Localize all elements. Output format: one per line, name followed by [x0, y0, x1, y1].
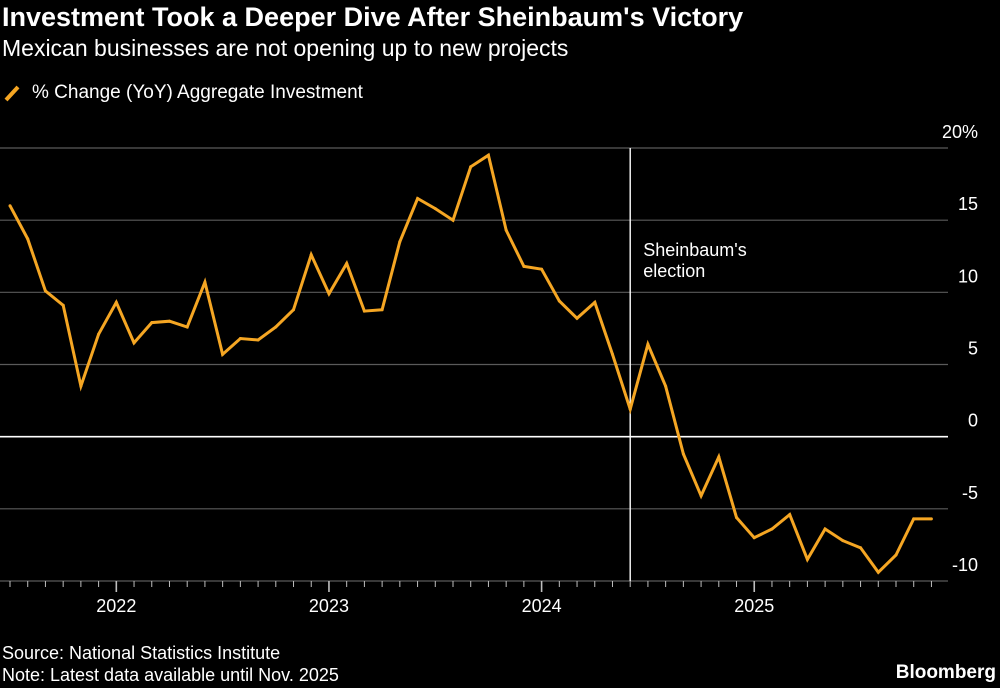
x-tick-label: 2022 [96, 596, 136, 616]
grid-lines [0, 147, 948, 582]
data-point [26, 237, 30, 241]
data-point [540, 267, 544, 271]
data-point [788, 513, 792, 517]
data-point [593, 300, 597, 304]
data-point [114, 300, 118, 304]
data-point [185, 325, 189, 329]
y-tick-label: 0 [968, 411, 978, 431]
election-annotation: election [643, 261, 705, 281]
data-point [522, 264, 526, 268]
data-point [681, 452, 685, 456]
investment-series-line [8, 152, 932, 575]
data-point [292, 308, 295, 312]
data-point [327, 292, 331, 296]
data-point [380, 308, 384, 312]
x-tick-label: 2024 [522, 596, 562, 616]
legend-label: % Change (YoY) Aggregate Investment [32, 82, 363, 103]
data-point [894, 553, 898, 557]
y-tick-label: 10 [958, 266, 978, 286]
data-point [929, 517, 933, 521]
data-note: Note: Latest data available until Nov. 2… [2, 665, 339, 685]
data-point [238, 337, 242, 340]
data-point [486, 153, 490, 157]
y-tick-label: -5 [962, 483, 978, 503]
data-point [451, 218, 455, 222]
data-point [699, 494, 703, 498]
legend: % Change (YoY) Aggregate Investment [4, 82, 363, 104]
y-tick-label: -10 [952, 555, 978, 575]
data-point [805, 557, 809, 561]
data-point [876, 570, 880, 574]
data-point [628, 407, 632, 411]
data-point [433, 207, 437, 211]
data-point [823, 527, 827, 531]
data-point [345, 262, 349, 265]
election-annotation: Sheinbaum's [643, 240, 747, 260]
data-point [203, 280, 207, 284]
data-point [150, 321, 154, 325]
data-point [646, 342, 650, 346]
series [8, 152, 933, 575]
data-point [43, 289, 47, 293]
data-point [504, 228, 508, 232]
data-point [309, 253, 313, 257]
data-point [841, 539, 845, 543]
y-tick-label: 20% [942, 122, 978, 142]
data-point [859, 546, 863, 550]
data-point [97, 332, 101, 336]
data-point [611, 352, 614, 356]
data-point [362, 309, 366, 313]
data-point [79, 384, 83, 388]
y-tick-label: 15 [958, 194, 978, 214]
data-point [8, 204, 12, 208]
data-point [717, 455, 721, 459]
x-tick-label: 2025 [734, 596, 774, 616]
bloomberg-logo: Bloomberg [895, 662, 996, 683]
data-point [912, 517, 916, 521]
source-note: Source: National Statistics Institute [2, 643, 281, 663]
x-tick-label: 2023 [309, 596, 349, 616]
data-point [61, 303, 65, 307]
data-point [256, 338, 260, 342]
x-axis: 2022 2023 2024 2025 [9, 581, 932, 616]
data-point [664, 384, 668, 388]
data-point [469, 165, 473, 169]
y-axis: 20% 15 10 5 0 -5 -10 [942, 122, 978, 575]
y-tick-label: 5 [968, 339, 978, 359]
chart-subtitle: Mexican businesses are not opening up to… [2, 35, 569, 61]
data-point [168, 319, 171, 323]
data-point [735, 516, 738, 519]
data-point [575, 316, 579, 320]
data-point [274, 325, 278, 329]
legend-line-icon [4, 85, 20, 102]
data-point [416, 197, 420, 200]
chart-title: Investment Took a Deeper Dive After Shei… [2, 2, 744, 32]
data-point [398, 240, 402, 244]
data-point [221, 352, 225, 356]
data-point [557, 299, 561, 303]
data-point [752, 536, 756, 540]
data-point [770, 527, 774, 531]
data-point [132, 341, 136, 345]
